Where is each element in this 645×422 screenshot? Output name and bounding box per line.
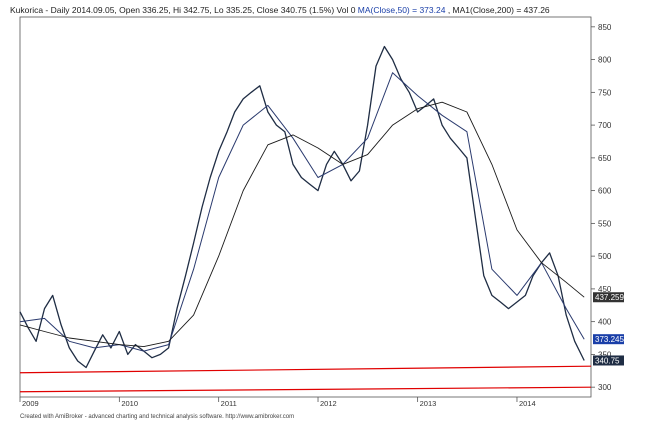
y-tick-label-350: 350 xyxy=(598,350,612,359)
series-line-ma200 xyxy=(19,101,585,348)
last-value-label-1: 437.259 xyxy=(595,293,624,302)
y-tick-label-400: 400 xyxy=(598,318,612,327)
x-tick-label-2009: 2009 xyxy=(22,399,39,408)
chart-header: Kukorica - Daily 2014.09.05, Open 336.25… xyxy=(10,5,550,15)
last-value-badge-1 xyxy=(593,292,624,303)
y-tick-label-450: 450 xyxy=(598,285,612,294)
series-lines xyxy=(19,45,585,369)
series-line-price xyxy=(19,45,585,369)
y-tick-label-650: 650 xyxy=(598,154,612,163)
support-line-2 xyxy=(19,386,592,393)
x-tick-label-2011: 2011 xyxy=(221,399,237,408)
last-value-badges: 437.259 373.245 340.75 xyxy=(593,292,624,366)
x-tick-label-2010: 2010 xyxy=(121,399,138,408)
y-tick-label-800: 800 xyxy=(598,56,612,65)
support-lines xyxy=(19,365,592,393)
header-ma50: MA(Close,50) = 373.24 xyxy=(358,5,446,15)
y-tick-label-300: 300 xyxy=(598,383,612,392)
header-ma200: , MA1(Close,200) = 437.26 xyxy=(448,5,550,15)
header-title: Kukorica - Daily 2014.09.05, Open 336.25… xyxy=(10,5,358,15)
x-axis: 2009 2010 2011 2012 2013 2014 xyxy=(19,397,536,408)
x-tick-label-2014: 2014 xyxy=(519,399,536,408)
last-value-badge-2 xyxy=(593,334,624,345)
series-line-ma50 xyxy=(19,72,585,352)
plot-frame xyxy=(19,16,592,398)
last-value-label-3: 340.75 xyxy=(595,356,620,365)
x-tick-label-2013: 2013 xyxy=(420,399,437,408)
y-tick-label-700: 700 xyxy=(598,121,612,130)
y-tick-label-750: 750 xyxy=(598,88,612,97)
last-value-label-2: 373.245 xyxy=(595,335,624,344)
y-tick-label-850: 850 xyxy=(598,23,612,32)
footer-credit: Created with AmiBroker - advanced charti… xyxy=(20,414,294,420)
support-line-1 xyxy=(19,365,592,374)
y-axis: 300 350 400 450 500 550 600 650 700 750 800 850 xyxy=(591,23,612,392)
x-tick-label-2012: 2012 xyxy=(320,399,337,408)
y-tick-label-500: 500 xyxy=(598,252,612,261)
last-value-badge-3 xyxy=(593,355,624,366)
y-tick-label-600: 600 xyxy=(598,187,612,196)
y-tick-label-550: 550 xyxy=(598,219,612,228)
